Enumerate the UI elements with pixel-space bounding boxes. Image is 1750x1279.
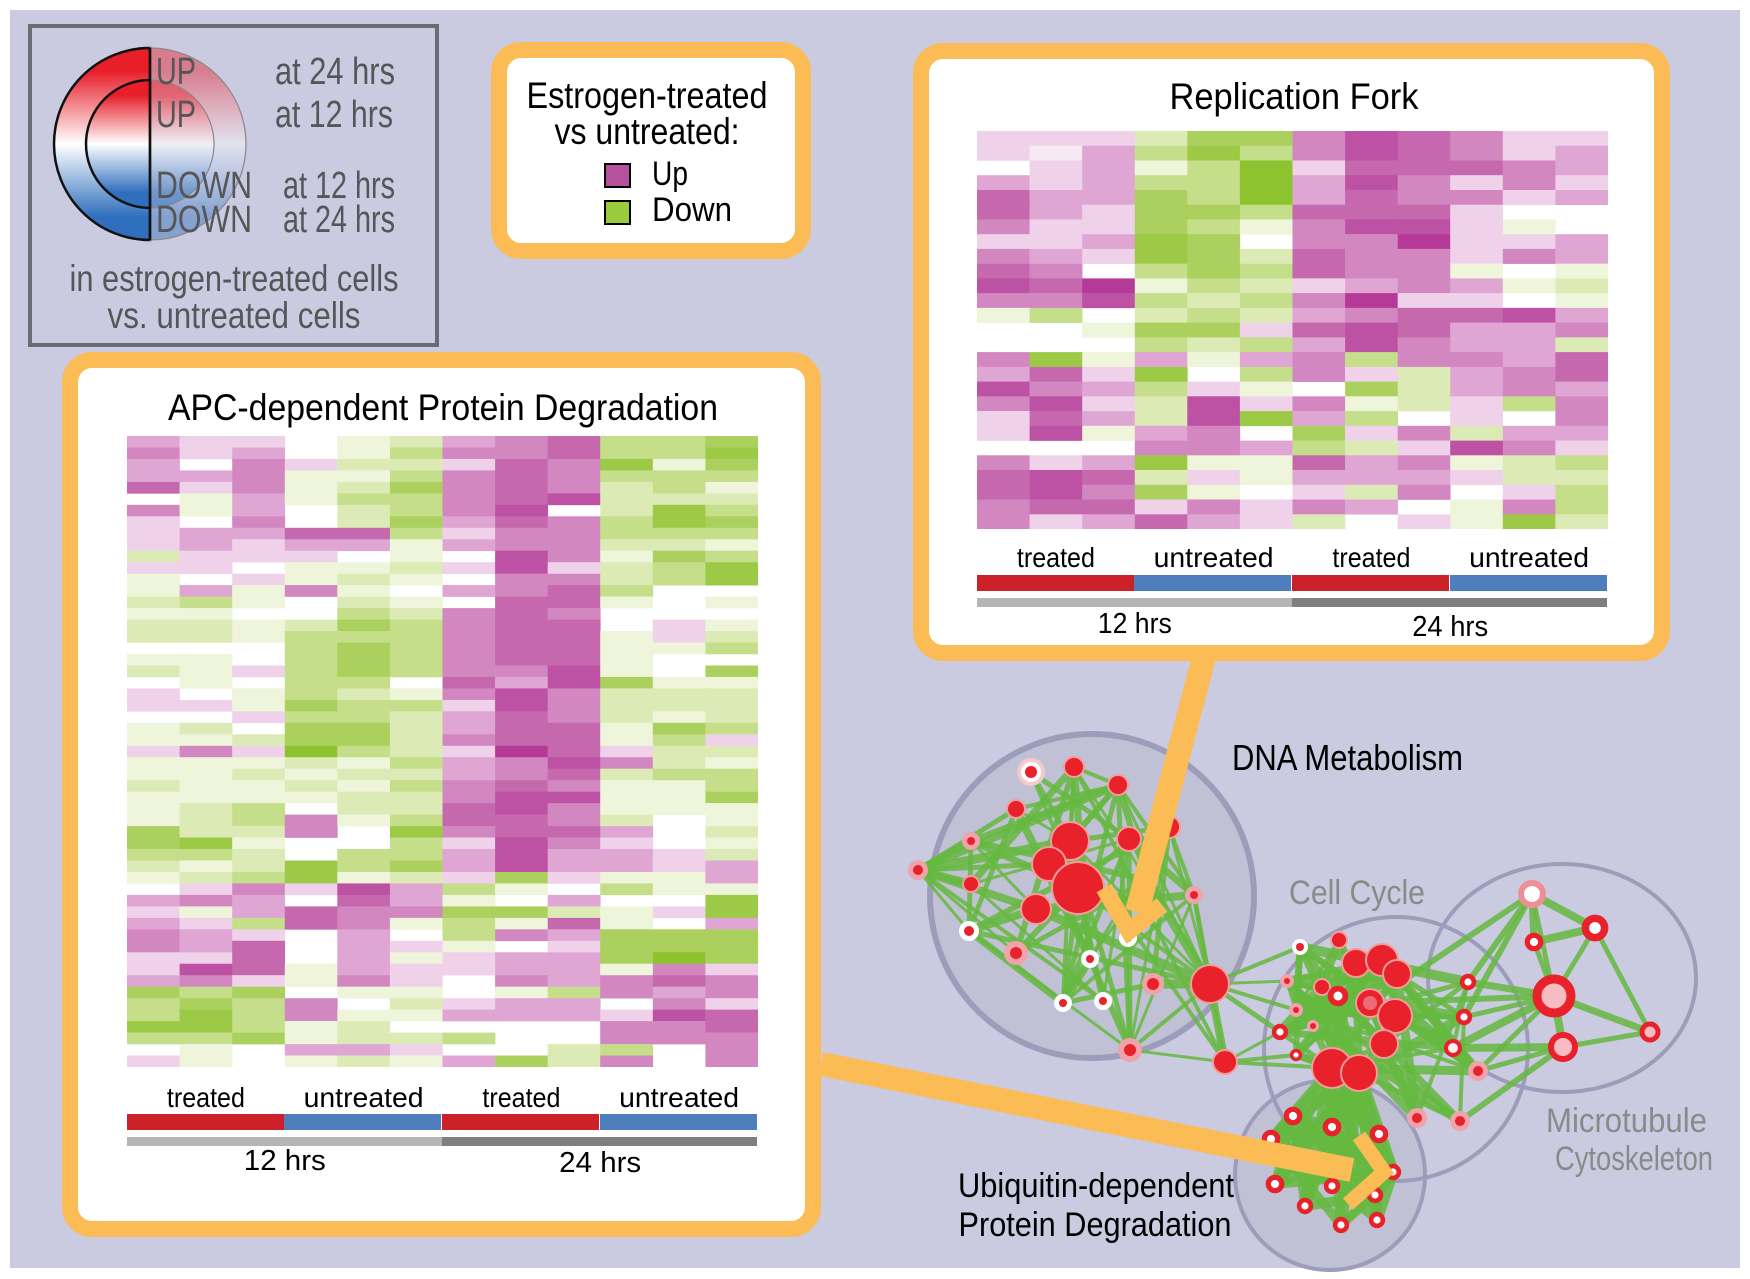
svg-text:untreated: untreated (1154, 542, 1274, 573)
svg-text:untreated: untreated (1469, 542, 1589, 573)
svg-text:Ubiquitin-dependent: Ubiquitin-dependent (958, 1167, 1234, 1205)
svg-text:Cytoskeleton: Cytoskeleton (1555, 1140, 1713, 1178)
svg-text:treated: treated (1017, 542, 1095, 573)
svg-text:Down: Down (652, 191, 732, 229)
svg-text:in estrogen-treated cells: in estrogen-treated cells (70, 258, 399, 299)
svg-text:DOWN: DOWN (156, 199, 252, 241)
svg-text:at 12 hrs: at 12 hrs (275, 94, 393, 136)
svg-text:Estrogen-treated: Estrogen-treated (527, 75, 768, 116)
svg-text:UP: UP (156, 51, 196, 93)
svg-text:treated: treated (482, 1082, 560, 1113)
svg-text:24 hrs: 24 hrs (1412, 611, 1488, 643)
svg-text:Replication Fork: Replication Fork (1170, 76, 1419, 117)
svg-text:vs untreated:: vs untreated: (555, 111, 740, 152)
svg-text:12 hrs: 12 hrs (1098, 608, 1172, 640)
svg-text:Cell Cycle: Cell Cycle (1289, 874, 1425, 912)
svg-text:at 24 hrs: at 24 hrs (275, 51, 395, 93)
svg-text:UP: UP (156, 94, 196, 136)
svg-text:APC-dependent Protein Degradat: APC-dependent Protein Degradation (168, 387, 718, 428)
svg-text:treated: treated (1332, 542, 1410, 573)
svg-text:Microtubule: Microtubule (1546, 1102, 1707, 1140)
svg-text:at 24 hrs: at 24 hrs (283, 199, 395, 241)
svg-text:Protein Degradation: Protein Degradation (959, 1206, 1232, 1244)
svg-text:treated: treated (167, 1082, 245, 1113)
svg-text:24 hrs: 24 hrs (559, 1147, 641, 1179)
svg-text:DOWN: DOWN (156, 165, 252, 207)
svg-text:Up: Up (652, 155, 688, 193)
svg-text:at 12 hrs: at 12 hrs (283, 165, 395, 207)
svg-text:vs. untreated cells: vs. untreated cells (108, 295, 361, 336)
svg-text:12 hrs: 12 hrs (244, 1145, 326, 1177)
svg-text:untreated: untreated (304, 1082, 424, 1113)
svg-text:untreated: untreated (619, 1082, 739, 1113)
svg-text:DNA Metabolism: DNA Metabolism (1232, 737, 1463, 778)
